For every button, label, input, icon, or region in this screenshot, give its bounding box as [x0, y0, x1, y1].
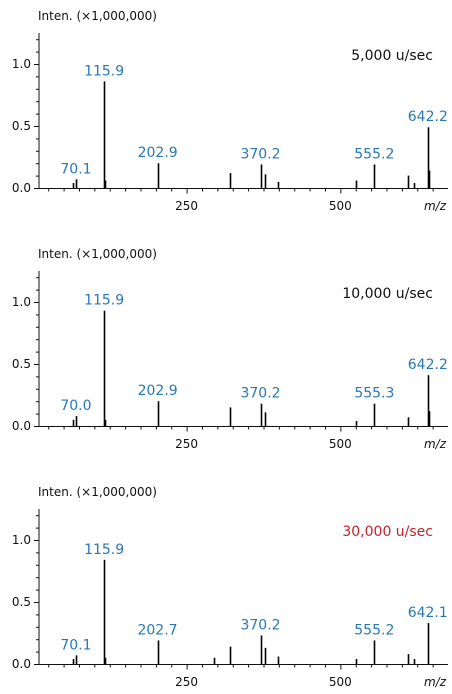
x-axis-label: m/z — [424, 199, 447, 213]
y-tick-label: 0.0 — [12, 181, 31, 195]
peak-label: 555.2 — [354, 146, 394, 162]
y-tick-label: 0.5 — [12, 357, 31, 371]
x-tick-label: 250 — [175, 675, 198, 689]
peak-label: 202.9 — [138, 383, 178, 399]
x-tick-label: 500 — [329, 675, 352, 689]
y-tick-label: 1.0 — [12, 57, 31, 71]
y-axis-label: Inten. (×1,000,000) — [38, 247, 157, 261]
peak-label: 642.2 — [408, 109, 448, 125]
spectrum-panel-3: Inten. (×1,000,000) 30,000 u/sec 0.0 0.5 1.0… — [12, 485, 448, 689]
y-tick-label: 0.0 — [12, 419, 31, 433]
peak-label: 555.3 — [354, 386, 394, 402]
y-tick-label: 0.5 — [12, 119, 31, 133]
x-tick-label: 500 — [329, 199, 352, 213]
x-tick-label: 250 — [175, 437, 198, 451]
x-axis-label: m/z — [424, 437, 447, 451]
spectrum-panel-2: Inten. (×1,000,000) 10,000 u/sec 0.0 0.5 1.0… — [12, 247, 448, 451]
peak-label: 370.2 — [240, 617, 280, 633]
scan-speed-label: 10,000 u/sec — [342, 286, 433, 302]
x-axis-label: m/z — [424, 675, 447, 689]
y-tick-label: 0.5 — [12, 595, 31, 609]
peak-label: 70.1 — [60, 637, 91, 653]
peak-label: 115.9 — [84, 63, 124, 79]
peak-label: 202.7 — [137, 622, 177, 638]
y-tick-label: 0.0 — [12, 657, 31, 671]
x-tick-label: 250 — [175, 199, 198, 213]
peak-label: 202.9 — [138, 145, 178, 161]
peak-label: 370.2 — [240, 386, 280, 402]
y-axis-label: Inten. (×1,000,000) — [38, 9, 157, 23]
peak-label: 642.1 — [408, 605, 448, 621]
y-tick-label: 1.0 — [12, 533, 31, 547]
peak-label: 70.1 — [60, 161, 91, 177]
y-tick-label: 1.0 — [12, 295, 31, 309]
peak-label: 115.9 — [84, 293, 124, 309]
peak-label: 642.2 — [408, 357, 448, 373]
scan-speed-label: 30,000 u/sec — [342, 524, 433, 540]
peak-label: 70.0 — [60, 398, 91, 414]
y-axis-label: Inten. (×1,000,000) — [38, 485, 157, 499]
peak-label: 115.9 — [84, 542, 124, 558]
scan-speed-label: 5,000 u/sec — [351, 48, 433, 64]
x-tick-label: 500 — [329, 437, 352, 451]
peak-label: 555.2 — [354, 622, 394, 638]
peak-label: 370.2 — [240, 146, 280, 162]
spectrum-panel-1: Inten. (×1,000,000) 5,000 u/sec 0.0 0.5 1.0 2… — [12, 9, 448, 213]
